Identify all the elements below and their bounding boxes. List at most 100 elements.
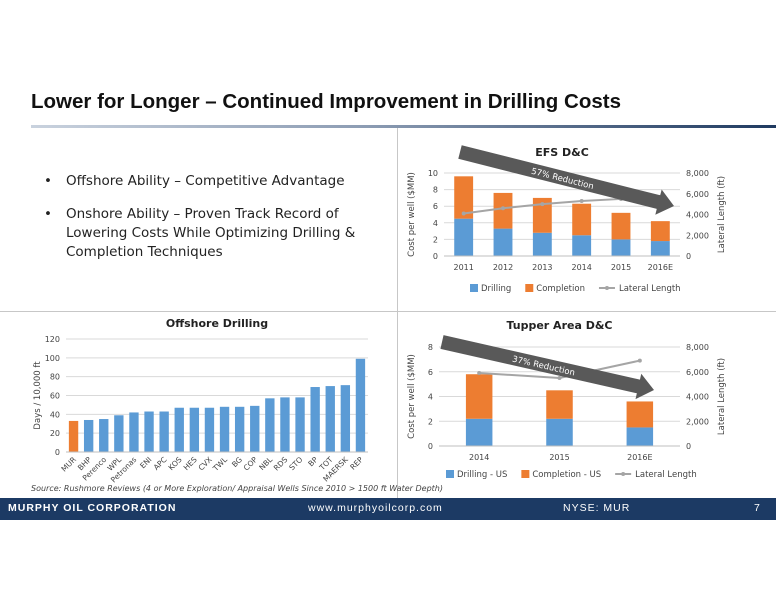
horizontal-divider (0, 311, 776, 312)
vertical-divider (397, 128, 398, 498)
legend-marker (621, 472, 626, 476)
bar-drilling (532, 232, 552, 256)
footer-website: www.murphyoilcorp.com (308, 502, 443, 514)
x-tick-label: 2014 (469, 453, 489, 462)
x-tick-label: APC (152, 455, 169, 472)
bullet-item: • Offshore Ability – Competitive Advantag… (44, 172, 356, 191)
arrow-icon (458, 145, 675, 215)
y-tick-label: 80 (50, 373, 60, 382)
offshore-chart: Offshore Drilling 0 20 40 60 80 100 120 Days / 1… (33, 317, 368, 484)
chart-title: Tupper Area D&C (506, 319, 612, 332)
bar-completion (650, 221, 670, 242)
title-underline (31, 125, 776, 128)
bullet-item: • Onshore Ability – Proven Track Record o… (44, 205, 356, 262)
reduction-label: 57% Reduction (530, 167, 595, 192)
x-tick-label: TWL (210, 454, 229, 473)
y-tick-label: 8 (428, 343, 433, 352)
x-tick-label: KOS (167, 455, 184, 472)
bar-drilling (611, 239, 631, 256)
bar-offshore (340, 385, 351, 452)
footer-bar: MURPHY OIL CORPORATION www.murphyoilcorp… (0, 498, 776, 520)
y-tick-label: 2 (433, 235, 438, 244)
page-number: 7 (754, 502, 760, 514)
x-tick-label: 2015 (549, 453, 569, 462)
y-tick-label: 6 (428, 368, 433, 377)
x-tick-label: 2016E (648, 263, 673, 272)
arrow-icon (440, 335, 654, 400)
legend-swatch (521, 470, 530, 478)
x-tick-label: 2015 (611, 263, 631, 272)
y-tick-label: 0 (55, 448, 60, 457)
efs-chart: EFS D&C 0 2 4 6 8 10 0 2,000 4,000 6,000 8,000 Cost … (407, 145, 727, 294)
bar-offshore (265, 398, 275, 452)
y2-tick-label: 0 (686, 442, 691, 451)
bar-offshore (325, 386, 335, 452)
x-tick-label: 2014 (571, 263, 591, 272)
y2-tick-label: 8,000 (686, 169, 709, 178)
legend-swatch (446, 470, 454, 478)
y-axis-label: Days / 10,000 ft (33, 361, 43, 430)
y2-tick-label: 8,000 (686, 343, 709, 352)
chart-title: Offshore Drilling (166, 317, 268, 330)
bar-offshore (295, 397, 305, 452)
y2-tick-label: 4,000 (686, 211, 709, 220)
x-tick-label: COP (242, 455, 260, 473)
bar-offshore (250, 405, 260, 452)
bar-drilling (454, 218, 474, 256)
lateral-length-point (557, 375, 562, 380)
bar-drilling (572, 235, 592, 256)
bar-completion (572, 203, 592, 236)
footer-company: MURPHY OIL CORPORATION (8, 502, 177, 514)
bar-completion (532, 197, 552, 233)
y2-tick-label: 6,000 (686, 190, 709, 199)
legend-label: Completion - US (532, 470, 601, 480)
bar-offshore (174, 407, 184, 452)
x-tick-label: 2013 (532, 263, 552, 272)
y-tick-label: 20 (50, 429, 60, 438)
x-tick-label: CVX (197, 455, 214, 472)
bar-completion (454, 176, 474, 219)
bar-offshore (310, 387, 320, 452)
lateral-length-point (540, 202, 545, 207)
bar-offshore (144, 411, 154, 452)
legend-label: Drilling - US (457, 470, 507, 480)
y-tick-label: 8 (433, 186, 438, 195)
bar-offshore (159, 411, 169, 452)
legend-label: Completion (536, 284, 585, 294)
bullet-icon: • (44, 206, 52, 222)
bar-completion (465, 374, 493, 419)
bullet-icon: • (44, 173, 52, 189)
bar-completion (546, 390, 573, 419)
y2-tick-label: 6,000 (686, 368, 709, 377)
y-tick-label: 120 (45, 335, 60, 344)
source-note: Source: Rushmore Reviews (4 or More Expl… (31, 484, 443, 493)
bar-offshore (83, 419, 94, 452)
y2-tick-label: 0 (686, 252, 691, 261)
lateral-length-point (477, 370, 482, 375)
y2-tick-label: 2,000 (686, 231, 709, 240)
lateral-length-point (637, 358, 642, 363)
x-tick-label: ENI (138, 455, 153, 470)
legend-label: Drilling (481, 284, 511, 294)
x-tick-label: 2012 (493, 263, 513, 272)
legend-swatch (470, 284, 478, 292)
y-tick-label: 40 (50, 410, 60, 419)
bar-offshore (114, 415, 124, 452)
slide-title: Lower for Longer – Continued Improvement… (31, 90, 621, 113)
x-tick-label: RDS (272, 455, 290, 473)
y2-tick-label: 4,000 (686, 393, 709, 402)
x-tick-label: 2016E (627, 453, 652, 462)
legend-swatch (525, 284, 534, 292)
y-tick-label: 100 (45, 354, 60, 363)
bar-drilling (650, 241, 670, 256)
bar-drilling (626, 427, 654, 446)
y-tick-label: 0 (433, 252, 438, 261)
lateral-length-point (501, 206, 505, 211)
footer-ticker: NYSE: MUR (563, 502, 631, 514)
legend-label: Lateral Length (635, 470, 697, 480)
bar-offshore (280, 397, 290, 452)
bar-offshore (129, 412, 139, 452)
y-tick-label: 10 (428, 169, 438, 178)
y-axis-label: Cost per well ($MM) (407, 172, 417, 257)
y2-axis-label: Lateral Length (ft) (717, 358, 727, 435)
